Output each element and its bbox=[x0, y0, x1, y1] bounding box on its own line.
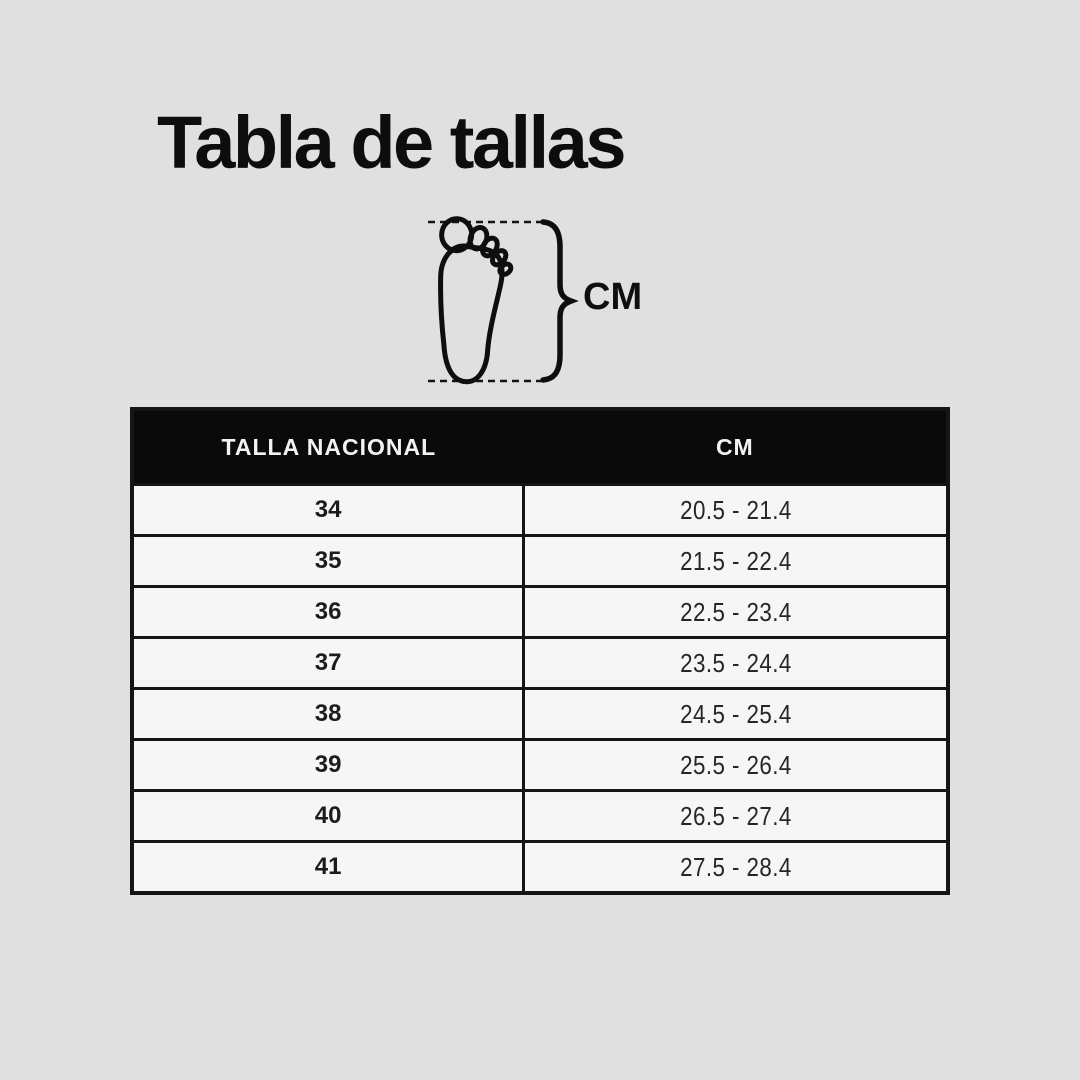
size-cell: 39 bbox=[130, 738, 526, 792]
size-cell: 41 bbox=[130, 840, 526, 895]
size-value: 34 bbox=[314, 496, 342, 523]
table-row: 40 26.5 - 27.4 bbox=[130, 789, 950, 843]
footprint-icon bbox=[428, 216, 579, 385]
cm-range-cell: 26.5 - 27.4 bbox=[522, 789, 950, 843]
size-value: 38 bbox=[314, 700, 342, 727]
size-value: 36 bbox=[314, 598, 342, 625]
cm-range-value: 25.5 - 26.4 bbox=[679, 749, 792, 780]
table-row: 37 23.5 - 24.4 bbox=[130, 636, 950, 690]
cm-range-value: 22.5 - 23.4 bbox=[679, 596, 792, 627]
size-cell: 38 bbox=[130, 687, 526, 741]
size-value: 40 bbox=[314, 802, 342, 829]
cm-range-value: 26.5 - 27.4 bbox=[679, 800, 792, 831]
cm-range-cell: 21.5 - 22.4 bbox=[522, 534, 950, 588]
cm-range-cell: 27.5 - 28.4 bbox=[522, 840, 950, 895]
table-header-row: TALLA NACIONAL CM bbox=[132, 409, 948, 485]
size-cell: 37 bbox=[130, 636, 526, 690]
cm-range-value: 21.5 - 22.4 bbox=[679, 545, 792, 576]
cm-range-cell: 25.5 - 26.4 bbox=[522, 738, 950, 792]
cm-unit-label: CM bbox=[583, 276, 643, 318]
size-value: 35 bbox=[314, 547, 342, 574]
page-title: Tabla de tallas bbox=[157, 101, 627, 184]
table-row: 38 24.5 - 25.4 bbox=[130, 687, 950, 741]
cm-range-value: 27.5 - 28.4 bbox=[679, 851, 792, 882]
table-row: 36 22.5 - 23.4 bbox=[130, 585, 950, 639]
size-cell: 34 bbox=[130, 483, 526, 537]
cm-range-cell: 23.5 - 24.4 bbox=[522, 636, 950, 690]
cm-range-cell: 20.5 - 21.4 bbox=[522, 483, 950, 537]
cm-range-value: 24.5 - 25.4 bbox=[679, 698, 792, 729]
size-cell: 36 bbox=[130, 585, 526, 639]
curly-brace-icon bbox=[540, 219, 579, 383]
size-cell: 35 bbox=[130, 534, 526, 588]
table-row: 39 25.5 - 26.4 bbox=[130, 738, 950, 792]
table-row: 34 20.5 - 21.4 bbox=[130, 483, 950, 537]
size-value: 41 bbox=[314, 853, 342, 880]
cm-range-cell: 22.5 - 23.4 bbox=[522, 585, 950, 639]
table-row: 41 27.5 - 28.4 bbox=[130, 840, 950, 895]
footprint-outline bbox=[438, 216, 514, 385]
cm-range-cell: 24.5 - 25.4 bbox=[522, 687, 950, 741]
foot-measure-diagram: CM bbox=[425, 212, 705, 397]
header-talla-nacional: TALLA NACIONAL bbox=[132, 409, 524, 485]
size-table-body: 34 20.5 - 21.4 35 21.5 - 22.4 36 22.5 - 23.4 3… bbox=[130, 483, 950, 895]
size-table: TALLA NACIONAL CM 34 20.5 - 21.4 35 21.5 - … bbox=[130, 407, 950, 895]
size-value: 39 bbox=[314, 751, 342, 778]
cm-range-value: 23.5 - 24.4 bbox=[679, 647, 792, 678]
size-cell: 40 bbox=[130, 789, 526, 843]
header-cm: CM bbox=[523, 409, 948, 485]
size-value: 37 bbox=[314, 649, 342, 676]
cm-range-value: 20.5 - 21.4 bbox=[679, 494, 792, 525]
table-row: 35 21.5 - 22.4 bbox=[130, 534, 950, 588]
